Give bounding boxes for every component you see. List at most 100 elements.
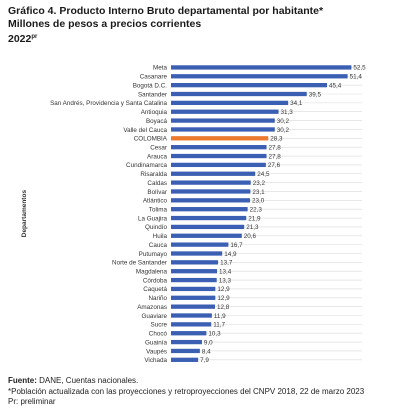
category-label: San Andrés, Providencia y Santa Catalina: [50, 100, 167, 107]
data-label: 30,2: [277, 118, 290, 125]
bar: [171, 322, 212, 327]
data-label: 7,9: [200, 357, 209, 364]
data-label: 22,3: [250, 206, 263, 213]
data-label: 24,5: [257, 171, 270, 178]
bar: [171, 260, 219, 265]
bar: [171, 118, 275, 123]
data-label: 12,9: [217, 286, 230, 293]
category-label: Córdoba: [143, 277, 168, 284]
bar: [171, 127, 275, 132]
data-label: 13,4: [219, 269, 232, 276]
bar: [171, 233, 242, 238]
chart-footer: Fuente: DANE, Cuentas nacionales. *Pobla…: [8, 376, 416, 408]
category-label: COLOMBIA: [134, 136, 168, 143]
bar: [171, 198, 251, 203]
chart-title-block: Gráfico 4. Producto Interno Bruto depart…: [8, 5, 412, 46]
bar: [171, 91, 307, 97]
data-label: 27,8: [269, 153, 282, 160]
category-label: Chocó: [149, 331, 168, 338]
bar: [171, 348, 200, 354]
category-label: Cauca: [149, 242, 168, 249]
category-label: Guaviare: [141, 313, 167, 320]
chart-title: Gráfico 4. Producto Interno Bruto depart…: [8, 5, 324, 17]
category-label: Atlántico: [143, 198, 168, 205]
chart-year-main: 2022: [8, 33, 32, 45]
category-label: Vaupés: [146, 348, 167, 355]
chart-year-sup: pr: [31, 34, 38, 40]
bar: [171, 180, 251, 185]
data-label: 23,2: [253, 180, 266, 187]
category-label: Huila: [153, 233, 168, 240]
bar: [171, 304, 215, 309]
data-label: 34,1: [290, 100, 303, 107]
category-label: Santander: [138, 91, 167, 98]
data-label: 51,4: [350, 74, 363, 81]
data-label: 23,1: [252, 189, 265, 196]
data-label: 8,4: [202, 348, 211, 355]
category-label: Tolima: [149, 206, 168, 213]
bar: [171, 136, 269, 141]
category-label: Vichada: [144, 357, 167, 364]
bar: [171, 109, 279, 114]
bar: [171, 189, 251, 194]
bar: [171, 83, 328, 88]
data-label: 11,7: [213, 322, 225, 329]
footer-prelim: Pr: preliminar: [8, 397, 56, 406]
bar: [171, 357, 199, 362]
category-label: Cesar: [150, 144, 167, 151]
category-label: Guainía: [145, 339, 168, 346]
bar: [171, 286, 216, 292]
data-label: 14,9: [224, 251, 237, 258]
bar: [171, 100, 289, 106]
footer-note: *Población actualizada con las proyeccio…: [8, 386, 365, 396]
category-label: Valle del Cauca: [123, 127, 167, 134]
data-label: 31,3: [281, 109, 294, 116]
data-label: 12,9: [217, 295, 230, 302]
bar: [171, 153, 267, 159]
bar: [171, 277, 217, 283]
data-label: 39,5: [309, 91, 322, 98]
bar: [171, 339, 202, 345]
category-label: Caldas: [147, 180, 167, 187]
category-label: Antioquia: [141, 109, 168, 116]
bar: [171, 313, 212, 318]
data-label: 27,6: [268, 162, 281, 169]
data-label: 16,7: [230, 242, 243, 249]
data-label: 13,3: [219, 277, 232, 284]
bar: [171, 74, 348, 79]
bar: [171, 269, 218, 274]
data-label: 11,9: [214, 313, 226, 320]
data-label: 27,8: [269, 144, 282, 151]
footer-source-label: Fuente:: [8, 376, 37, 385]
data-label: 20,6: [244, 233, 257, 240]
category-label: Bolívar: [147, 189, 167, 196]
category-label: Nariño: [148, 295, 167, 302]
bar: [171, 295, 216, 300]
footer-source-text: DANE, Cuentas nacionales.: [36, 376, 139, 385]
data-label: 23,0: [252, 198, 265, 205]
data-label: 28,3: [270, 136, 283, 143]
bar: [171, 207, 248, 212]
bar: [171, 224, 245, 230]
category-label: La Guajira: [138, 215, 168, 222]
category-label: Sucre: [151, 322, 168, 329]
category-label: Magdalena: [136, 269, 168, 276]
category-label: Boyacá: [146, 118, 168, 125]
category-label: Putumayo: [139, 251, 168, 258]
data-label: 45,4: [329, 82, 342, 89]
category-label: Caquetá: [143, 286, 167, 293]
category-label: Quindío: [145, 224, 168, 231]
bar: [171, 215, 247, 221]
category-label: Arauca: [147, 153, 167, 160]
category-label: Risaralda: [140, 171, 167, 178]
category-label: Meta: [153, 65, 167, 72]
data-label: 30,2: [277, 127, 290, 134]
category-label: Cundinamarca: [126, 162, 167, 169]
data-label: 21,9: [248, 215, 261, 222]
bar: [171, 145, 267, 150]
category-label: Bogotá D.C.: [133, 82, 168, 89]
bar: [171, 171, 256, 176]
bar: [171, 331, 207, 336]
bar: [171, 242, 229, 247]
